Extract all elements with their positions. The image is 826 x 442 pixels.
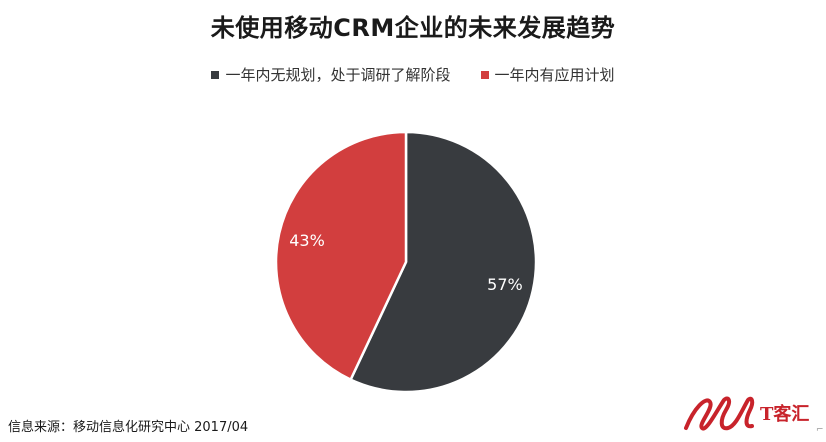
source-note: 信息来源：移动信息化研究中心 2017/04 [8, 420, 249, 435]
corner-mark: ⌐ [816, 425, 824, 435]
legend-label-no-plan: 一年内无规划，处于调研了解阶段 [225, 66, 451, 84]
legend-item-no-plan: 一年内无规划，处于调研了解阶段 [211, 64, 451, 85]
legend-label-has-plan: 一年内有应用计划 [494, 66, 615, 84]
chart-title: 未使用移动CRM企业的未来发展趋势 [210, 14, 616, 42]
tkehui-logo-mark: T客汇 [684, 396, 809, 431]
data-label-no-plan: 57% [487, 275, 523, 294]
pie-slice-has-plan [274, 130, 408, 381]
legend-item-has-plan: 一年内有应用计划 [480, 64, 615, 85]
tkehui-logo: T客汇 [680, 390, 820, 440]
legend-swatch-no-plan [211, 70, 220, 79]
data-label-has-plan: 43% [289, 231, 325, 250]
logo-text: T客汇 [760, 403, 809, 425]
chart-legend: 一年内无规划，处于调研了解阶段 一年内有应用计划 [0, 64, 826, 85]
pie-slice-no-plan [349, 130, 538, 394]
legend-swatch-has-plan [480, 70, 489, 79]
